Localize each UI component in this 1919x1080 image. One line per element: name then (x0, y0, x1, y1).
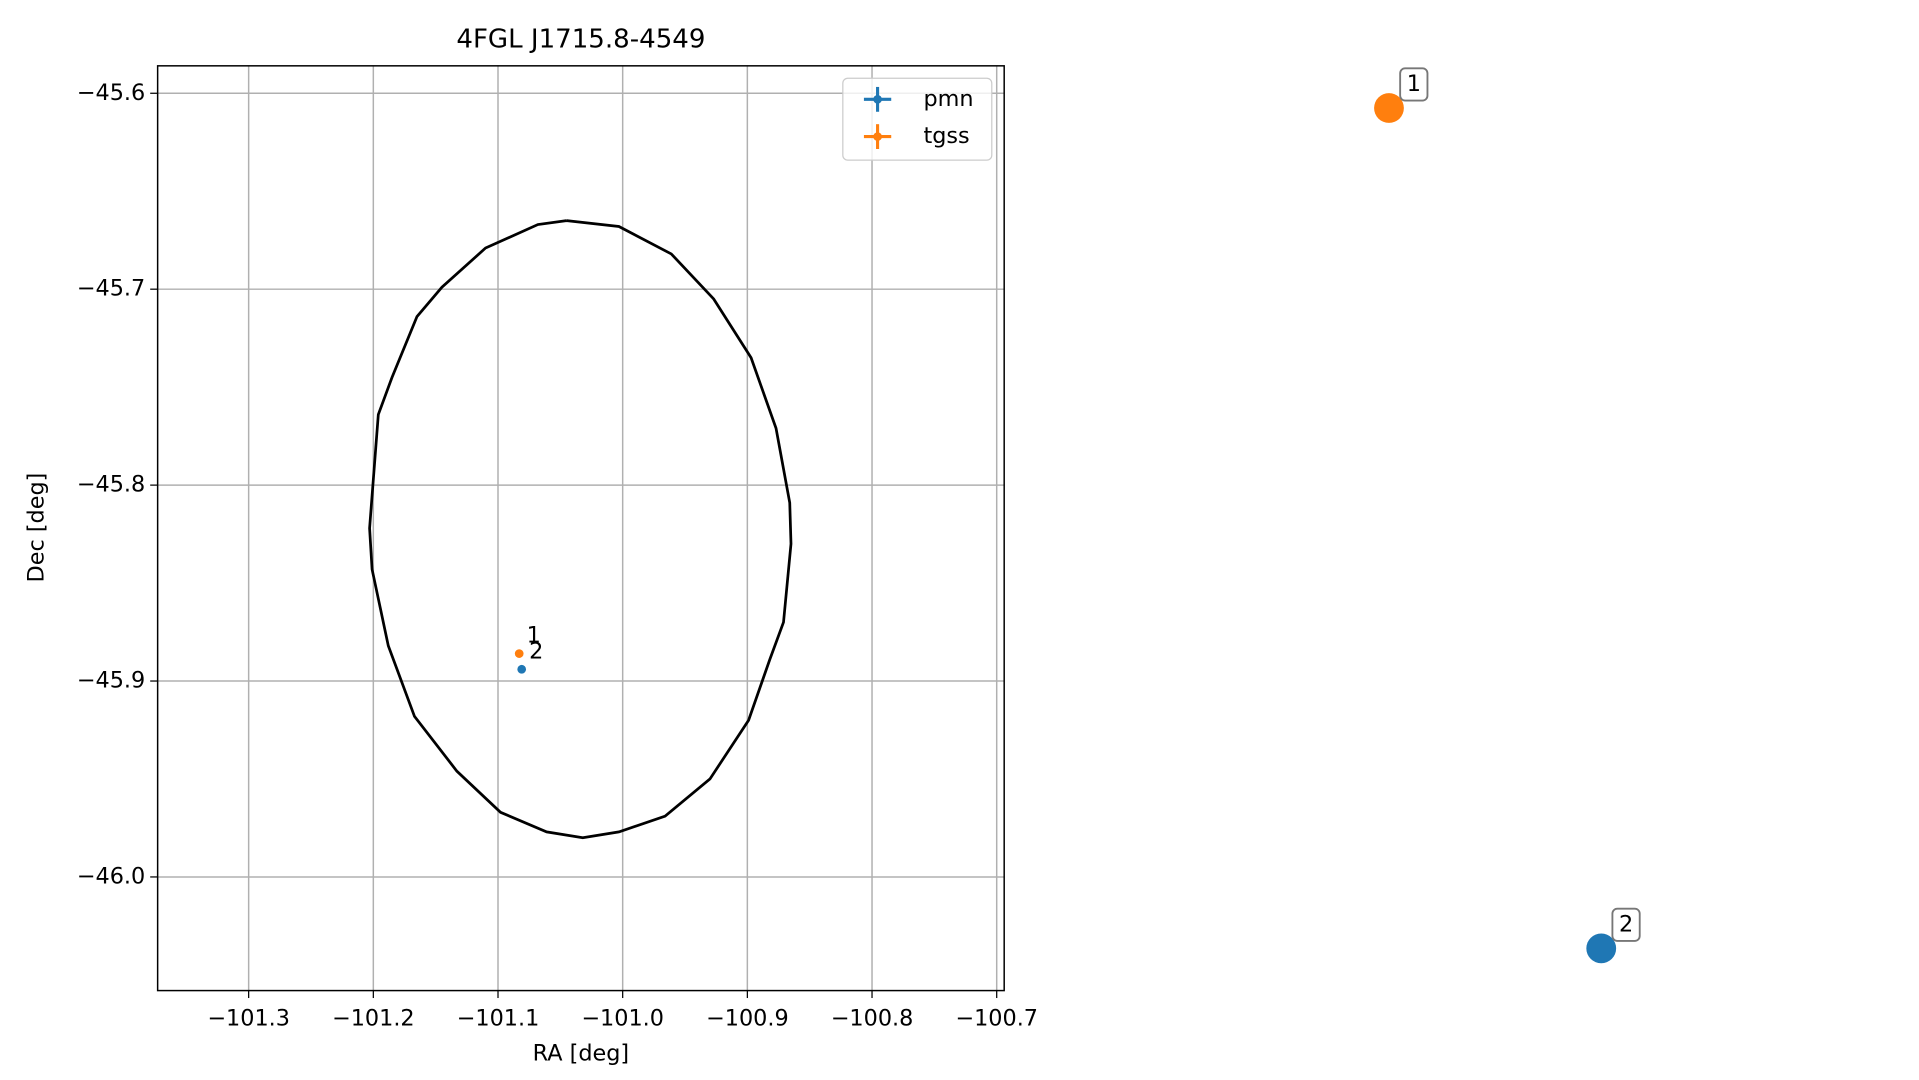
error-ellipse (368, 219, 793, 840)
legend-label: pmn (924, 86, 974, 112)
y-tick-label: −45.7 (77, 276, 145, 302)
label-box (1399, 67, 1429, 102)
y-tick-label: −45.8 (77, 472, 145, 498)
y-tick-label: −46.0 (77, 863, 145, 889)
zoom-label: 2 (1619, 911, 1633, 937)
zoom-label: 1 (1407, 71, 1421, 97)
zoom-marker (1374, 93, 1404, 123)
y-tick-label: −45.6 (77, 80, 145, 106)
plot-area: −101.3 −101.2 −101.1 −101.0 −100.9 −100.8 −100… (77, 65, 1038, 1032)
y-tick-label: −45.9 (77, 668, 145, 694)
point (514, 649, 524, 658)
y-axis-label: Dec [deg] (24, 473, 50, 583)
x-tick-label: −101.3 (207, 1006, 290, 1032)
x-tick-label: −100.9 (706, 1006, 789, 1032)
x-tick-label: −101.0 (581, 1006, 664, 1032)
legend-key (873, 132, 882, 141)
point-label: 2 (529, 638, 543, 664)
chart-title: 4FGL J1715.8-4549 (456, 24, 705, 54)
x-axis-label: RA [deg] (533, 1040, 630, 1066)
x-tick-label: −101.2 (332, 1006, 415, 1032)
zoom-marker (1586, 933, 1617, 964)
x-tick-label: −101.1 (457, 1006, 540, 1032)
x-tick-label: −100.8 (831, 1006, 914, 1032)
x-tick-label: −100.7 (955, 1006, 1038, 1032)
legend-label: tgss (924, 123, 970, 149)
point-label: 1 (527, 623, 541, 649)
point (517, 664, 527, 674)
legend-key (873, 95, 882, 104)
label-box (1611, 907, 1641, 942)
zoom-panel: 1 2 (1374, 67, 1641, 964)
axes-frame (156, 65, 1005, 992)
